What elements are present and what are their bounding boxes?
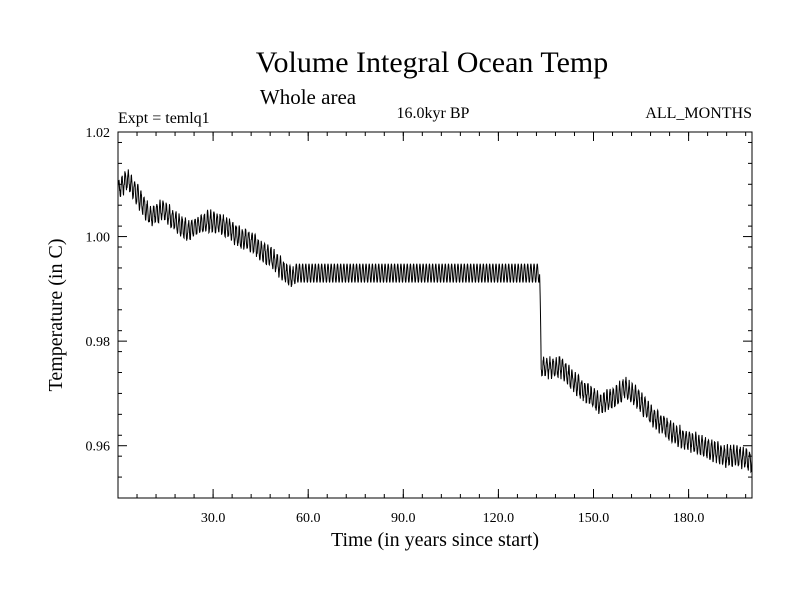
temperature-series-line: [117, 169, 753, 474]
x-tick-label: 30.0: [201, 511, 226, 526]
x-tick-label: 180.0: [673, 511, 705, 526]
y-tick-label: 0.96: [86, 440, 111, 455]
y-tick-label: 0.98: [86, 335, 111, 350]
series-layer: [117, 169, 753, 474]
x-tick-label: 150.0: [578, 511, 610, 526]
x-tick-label: 60.0: [296, 511, 321, 526]
ticks-layer: 30.0 60.0 90.0 120.0 150.0 180.0 0.96 0.98 1.00 1…: [86, 126, 752, 526]
x-tick-label: 90.0: [391, 511, 416, 526]
x-axis-label: Time (in years since start): [331, 529, 539, 551]
experiment-label: Expt = temlq1: [118, 110, 210, 127]
plot-frame: [117, 131, 753, 499]
x-tick-label: 120.0: [483, 511, 515, 526]
period-label: 16.0kyr BP: [397, 105, 470, 122]
y-tick-label: 1.02: [86, 126, 111, 141]
months-label: ALL_MONTHS: [645, 105, 752, 122]
y-tick-label: 1.00: [86, 231, 111, 246]
y-axis-label: Temperature (in C): [45, 239, 67, 392]
chart-title: Volume Integral Ocean Temp: [256, 46, 609, 79]
chart-subtitle: Whole area: [260, 85, 357, 109]
